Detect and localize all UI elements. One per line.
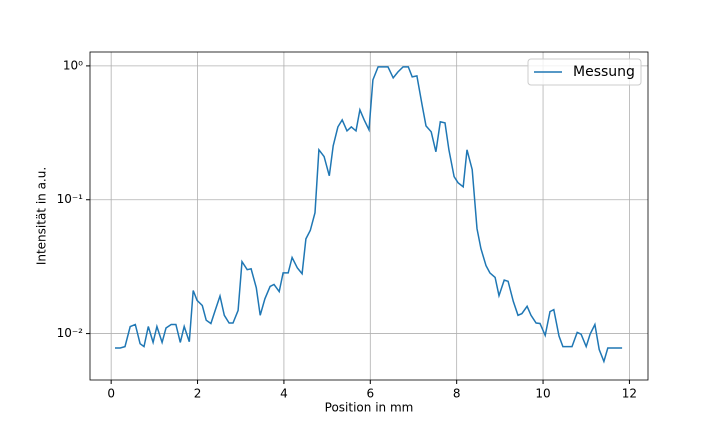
x-tick-label: 6 bbox=[366, 387, 374, 401]
y-tick-label: 10⁰ bbox=[63, 58, 83, 72]
legend-label: Messung bbox=[573, 64, 635, 80]
x-tick-label: 4 bbox=[280, 387, 288, 401]
y-axis-label: Intensität in a.u. bbox=[35, 167, 49, 265]
y-tick-label: 10⁻² bbox=[57, 326, 84, 340]
data-line bbox=[115, 66, 623, 364]
legend-box bbox=[527, 58, 642, 86]
x-tick-label: 10 bbox=[535, 387, 550, 401]
y-tick-label: 10⁻¹ bbox=[57, 192, 84, 206]
x-tick-label: 0 bbox=[107, 387, 115, 401]
plot-frame bbox=[89, 51, 649, 381]
legend: Messung bbox=[527, 58, 642, 86]
x-tick-label: 2 bbox=[194, 387, 202, 401]
x-axis-label: Position in mm bbox=[325, 401, 414, 415]
x-tick-label: 8 bbox=[453, 387, 461, 401]
x-tick-label: 12 bbox=[622, 387, 637, 401]
